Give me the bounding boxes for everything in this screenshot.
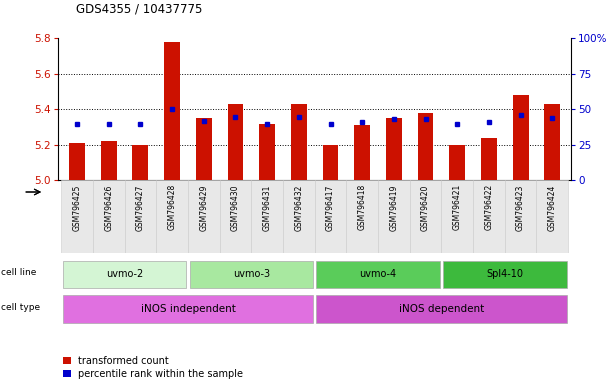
Bar	[219, 180, 251, 253]
Bar	[156, 180, 188, 253]
Bar	[251, 180, 283, 253]
Bar	[473, 180, 505, 253]
Text: Spl4-10: Spl4-10	[486, 269, 523, 279]
Text: iNOS independent: iNOS independent	[141, 303, 235, 313]
Bar	[188, 180, 219, 253]
Bar	[291, 104, 307, 180]
Legend: transformed count, percentile rank within the sample: transformed count, percentile rank withi…	[63, 356, 243, 379]
Text: GSM796420: GSM796420	[421, 184, 430, 230]
Bar	[481, 138, 497, 180]
Bar	[441, 180, 473, 253]
Bar	[315, 180, 346, 253]
Text: GSM796422: GSM796422	[485, 184, 494, 230]
Bar	[443, 261, 566, 288]
Bar	[410, 180, 441, 253]
Text: GSM796418: GSM796418	[357, 184, 367, 230]
Bar	[346, 180, 378, 253]
Text: GSM796428: GSM796428	[167, 184, 177, 230]
Bar	[418, 113, 433, 180]
Bar	[354, 126, 370, 180]
Text: GSM796427: GSM796427	[136, 184, 145, 230]
Bar	[544, 104, 560, 180]
Text: GSM796430: GSM796430	[231, 184, 240, 231]
Bar	[101, 141, 117, 180]
Text: uvmo-3: uvmo-3	[233, 269, 270, 279]
Text: GSM796419: GSM796419	[389, 184, 398, 230]
Bar	[133, 145, 148, 180]
Text: GSM796417: GSM796417	[326, 184, 335, 230]
Bar	[164, 42, 180, 180]
Text: GSM796429: GSM796429	[199, 184, 208, 230]
Bar	[189, 261, 313, 288]
Bar	[449, 145, 465, 180]
Text: GSM796431: GSM796431	[263, 184, 272, 230]
Bar	[316, 261, 440, 288]
Text: GDS4355 / 10437775: GDS4355 / 10437775	[76, 2, 203, 15]
Text: cell type: cell type	[1, 303, 40, 312]
Text: GSM796426: GSM796426	[104, 184, 113, 230]
Bar	[63, 261, 186, 288]
Bar	[283, 180, 315, 253]
Bar	[513, 95, 529, 180]
Bar	[69, 143, 85, 180]
Text: uvmo-4: uvmo-4	[359, 269, 397, 279]
Text: GSM796424: GSM796424	[548, 184, 557, 230]
Bar	[61, 180, 93, 253]
Bar	[536, 180, 568, 253]
Bar	[323, 145, 338, 180]
Bar	[378, 180, 410, 253]
Text: iNOS dependent: iNOS dependent	[399, 303, 484, 313]
Bar	[93, 180, 125, 253]
Text: GSM796425: GSM796425	[73, 184, 81, 230]
Bar	[259, 124, 275, 180]
Bar	[196, 118, 211, 180]
Bar	[505, 180, 536, 253]
Bar	[316, 295, 566, 323]
Bar	[386, 118, 402, 180]
Text: GSM796432: GSM796432	[295, 184, 303, 230]
Bar	[227, 104, 243, 180]
Text: GSM796421: GSM796421	[453, 184, 462, 230]
Bar	[63, 295, 313, 323]
Text: GSM796423: GSM796423	[516, 184, 525, 230]
Text: cell line: cell line	[1, 268, 37, 277]
Bar	[125, 180, 156, 253]
Text: uvmo-2: uvmo-2	[106, 269, 143, 279]
